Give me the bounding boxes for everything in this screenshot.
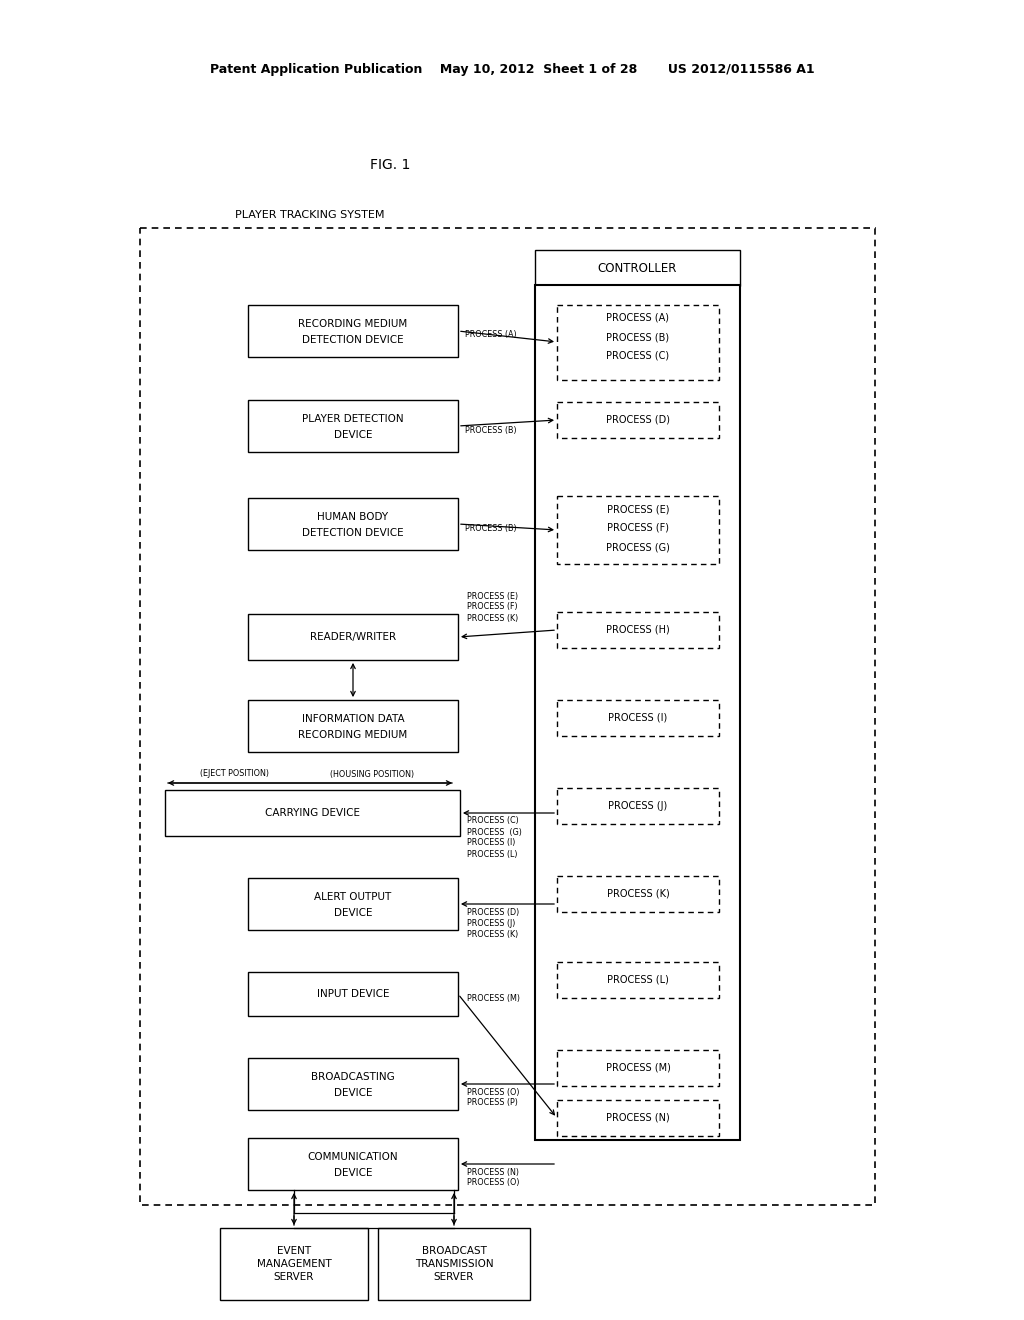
Text: DEVICE: DEVICE: [334, 430, 373, 440]
Bar: [140, 228, 874, 1205]
Bar: [557, 612, 719, 648]
Text: DETECTION DEVICE: DETECTION DEVICE: [302, 528, 403, 539]
Text: CARRYING DEVICE: CARRYING DEVICE: [265, 808, 360, 818]
Text: PROCESS (E): PROCESS (E): [467, 591, 518, 601]
Text: PROCESS (L): PROCESS (L): [467, 850, 517, 858]
Bar: [535, 249, 740, 286]
Text: PROCESS (B): PROCESS (B): [465, 425, 517, 434]
Bar: [248, 700, 458, 752]
Text: PROCESS (O): PROCESS (O): [467, 1179, 519, 1188]
Text: PROCESS (J): PROCESS (J): [467, 919, 515, 928]
Text: PROCESS (L): PROCESS (L): [607, 975, 669, 985]
Text: HUMAN BODY: HUMAN BODY: [317, 512, 388, 521]
Text: PROCESS (I): PROCESS (I): [467, 838, 515, 847]
Text: PROCESS (K): PROCESS (K): [467, 614, 518, 623]
Text: RECORDING MEDIUM: RECORDING MEDIUM: [298, 730, 408, 741]
Text: BROADCASTING: BROADCASTING: [311, 1072, 395, 1082]
Text: PROCESS (I): PROCESS (I): [608, 713, 668, 723]
Text: PROCESS (D): PROCESS (D): [606, 414, 670, 425]
Text: DETECTION DEVICE: DETECTION DEVICE: [302, 335, 403, 345]
Text: EVENT: EVENT: [276, 1246, 311, 1257]
Text: PROCESS (G): PROCESS (G): [606, 543, 670, 552]
Text: PROCESS (C): PROCESS (C): [467, 817, 519, 825]
Text: PLAYER TRACKING SYSTEM: PLAYER TRACKING SYSTEM: [234, 210, 384, 220]
Bar: [557, 305, 719, 380]
Text: (EJECT POSITION): (EJECT POSITION): [200, 770, 269, 779]
Bar: [220, 1228, 368, 1300]
Text: MANAGEMENT: MANAGEMENT: [257, 1259, 332, 1269]
Text: PLAYER DETECTION: PLAYER DETECTION: [302, 414, 403, 424]
Bar: [248, 614, 458, 660]
Text: FIG. 1: FIG. 1: [370, 158, 411, 172]
Bar: [248, 1138, 458, 1191]
Text: PROCESS (K): PROCESS (K): [467, 929, 518, 939]
Text: PROCESS (J): PROCESS (J): [608, 801, 668, 810]
Bar: [248, 972, 458, 1016]
Text: DEVICE: DEVICE: [334, 1168, 373, 1177]
Text: PROCESS (E): PROCESS (E): [607, 504, 670, 513]
Text: PROCESS (F): PROCESS (F): [467, 602, 517, 611]
Bar: [248, 305, 458, 356]
Bar: [165, 789, 460, 836]
Bar: [557, 788, 719, 824]
Text: PROCESS (A): PROCESS (A): [465, 330, 517, 339]
Text: PROCESS (N): PROCESS (N): [606, 1113, 670, 1123]
Bar: [557, 1100, 719, 1137]
Text: INFORMATION DATA: INFORMATION DATA: [302, 714, 404, 723]
Bar: [378, 1228, 530, 1300]
Text: BROADCAST: BROADCAST: [422, 1246, 486, 1257]
Text: PROCESS (P): PROCESS (P): [467, 1098, 518, 1107]
Text: DEVICE: DEVICE: [334, 908, 373, 917]
Text: PROCESS (O): PROCESS (O): [467, 1088, 519, 1097]
Text: PROCESS (K): PROCESS (K): [606, 888, 670, 899]
Text: PROCESS (B): PROCESS (B): [606, 333, 670, 342]
Text: TRANSMISSION: TRANSMISSION: [415, 1259, 494, 1269]
Text: (HOUSING POSITION): (HOUSING POSITION): [330, 770, 414, 779]
Text: PROCESS (B): PROCESS (B): [465, 524, 517, 532]
Bar: [557, 1049, 719, 1086]
Text: READER/WRITER: READER/WRITER: [310, 632, 396, 642]
Text: PROCESS (C): PROCESS (C): [606, 351, 670, 360]
Text: PROCESS (H): PROCESS (H): [606, 624, 670, 635]
Text: DEVICE: DEVICE: [334, 1088, 373, 1098]
Bar: [248, 498, 458, 550]
Bar: [557, 403, 719, 438]
Text: ALERT OUTPUT: ALERT OUTPUT: [314, 892, 391, 902]
Text: SERVER: SERVER: [273, 1272, 314, 1282]
Bar: [557, 962, 719, 998]
Text: PROCESS (A): PROCESS (A): [606, 313, 670, 323]
Text: CONTROLLER: CONTROLLER: [598, 261, 677, 275]
Text: PROCESS  (G): PROCESS (G): [467, 828, 522, 837]
Text: RECORDING MEDIUM: RECORDING MEDIUM: [298, 319, 408, 329]
Text: INPUT DEVICE: INPUT DEVICE: [316, 989, 389, 999]
Text: PROCESS (M): PROCESS (M): [467, 994, 520, 1002]
Bar: [535, 285, 740, 1140]
Text: PROCESS (D): PROCESS (D): [467, 908, 519, 916]
Text: Patent Application Publication    May 10, 2012  Sheet 1 of 28       US 2012/0115: Patent Application Publication May 10, 2…: [210, 63, 814, 77]
Text: PROCESS (M): PROCESS (M): [605, 1063, 671, 1073]
Text: SERVER: SERVER: [434, 1272, 474, 1282]
Bar: [248, 878, 458, 931]
Text: PROCESS (N): PROCESS (N): [467, 1167, 519, 1176]
Bar: [557, 876, 719, 912]
Bar: [557, 496, 719, 564]
Text: COMMUNICATION: COMMUNICATION: [307, 1152, 398, 1162]
Bar: [248, 1059, 458, 1110]
Bar: [248, 400, 458, 451]
Bar: [557, 700, 719, 737]
Text: PROCESS (F): PROCESS (F): [607, 523, 669, 533]
